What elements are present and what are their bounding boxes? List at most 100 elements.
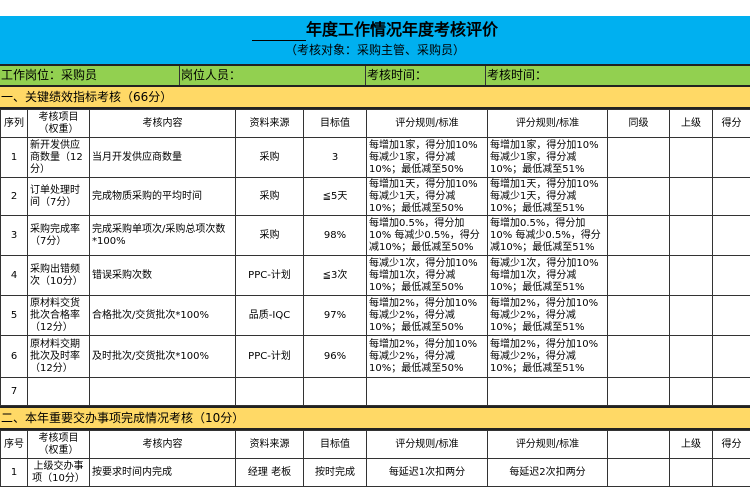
score-cell[interactable] [712, 255, 750, 296]
superior-score-cell[interactable] [669, 458, 713, 487]
cell-rule1: 每增加2%，得分加10% 每减少2%，得分减10%；最低减至50% [366, 295, 488, 336]
header-cell: 评分规则/标准 [366, 109, 488, 138]
peer-score-cell[interactable] [607, 458, 670, 487]
cell-rule2: 每增加1家，得分加10% 每减少1家，得分减10%；最低减至51% [487, 137, 608, 178]
cell-no: 6 [0, 335, 28, 378]
cell-rule1: 每增加2%，得分加10% 每减少2%，得分减10%；最低减至50% [366, 335, 488, 378]
cell-rule1: 每减少1次，得分加10% 每增加1次，得分减10%；最低减至50% [366, 255, 488, 296]
header-cell: 目标值 [303, 430, 367, 459]
score-cell[interactable] [712, 177, 750, 216]
cell-rule2: 每增加2%，得分加10% 每减少2%，得分减10%；最低减至51% [487, 295, 608, 336]
cell-content: 合格批次/交货批次*100% [89, 295, 236, 336]
table-row: 1 上级交办事项（10分） 按要求时间内完成 经理 老板 按时完成 每延迟1次扣两分 每延迟… [0, 458, 750, 487]
cell-rule2: 每减少1次，得分加10% 每增加1次，得分减10%；最低减至51% [487, 255, 608, 296]
cell-item: 原材料交货批次合格率（12分） [27, 295, 90, 336]
table-row: 2 订单处理时间（7分） 完成物质采购的平均时间 采购 ≦5天 每增加1天，得分加10% … [0, 177, 750, 216]
table-row: 6 原材料交期批次及时率（12分） 及时批次/交货批次*100% PPC-计划 96% 每… [0, 335, 750, 378]
cell-rule2 [487, 377, 608, 406]
peer-score-cell[interactable] [607, 335, 670, 378]
cell-no: 4 [0, 255, 28, 296]
section1-title: 一、关键绩效指标考核（66分） [0, 87, 750, 109]
job-position[interactable]: 工作岗位：采购员 [0, 66, 180, 85]
cell-source: 采购 [235, 215, 304, 256]
peer-score-cell[interactable] [607, 295, 670, 336]
superior-score-cell[interactable] [669, 335, 713, 378]
table-header: 序列 考核项目（权重） 考核内容 资料来源 目标值 评分规则/标准 评分规则/标准 同级 上级得… [0, 109, 750, 138]
cell-target: ≦3次 [303, 255, 367, 296]
header-cell: 得分 [712, 109, 750, 138]
kpi-table: 序列 考核项目（权重） 考核内容 资料来源 目标值 评分规则/标准 评分规则/标准 同级 上级得… [0, 109, 750, 406]
cell-source [235, 377, 304, 406]
cell-target: 3 [303, 137, 367, 178]
peer-score-cell[interactable] [607, 255, 670, 296]
score-cell[interactable] [712, 137, 750, 178]
cell-item: 订单处理时间（7分） [27, 177, 90, 216]
cell-no: 2 [0, 177, 28, 216]
score-cell[interactable] [712, 458, 750, 487]
page-title: 年度工作情况年度考核评价 [0, 16, 750, 41]
score-cell[interactable] [712, 335, 750, 378]
cell-target: 96% [303, 335, 367, 378]
score-cell[interactable] [712, 295, 750, 336]
cell-content: 当月开发供应商数量 [89, 137, 236, 178]
cell-item: 上级交办事项（10分） [27, 458, 90, 487]
year-blank[interactable] [251, 24, 306, 41]
superior-score-cell[interactable] [669, 137, 713, 178]
score-cell[interactable] [712, 377, 750, 406]
cell-no: 1 [0, 137, 28, 178]
superior-score-cell[interactable] [669, 215, 713, 256]
cell-rule1: 每增加0.5%，得分加10% 每减少0.5%，得分减10%；最低减至50% [366, 215, 488, 256]
cell-target: 按时完成 [303, 458, 367, 487]
header-cell: 序号 [0, 430, 28, 459]
superior-score-cell[interactable] [669, 295, 713, 336]
evaluation-sheet: 年度工作情况年度考核评价 （考核对象：采购主管、采购员） 工作岗位：采购员 岗位… [0, 16, 750, 487]
review-time-2[interactable]: 考核时间： [487, 68, 548, 82]
header-cell: 序列 [0, 109, 28, 138]
table-header: 序号 考核项目（权重） 考核内容 资料来源 目标值 评分规则/标准 评分规则/标准 上级 得分 [0, 430, 750, 459]
header-cell: 评分规则/标准 [366, 430, 488, 459]
cell-item: 采购完成率（7分） [27, 215, 90, 256]
header-cell: 上级 [669, 430, 713, 459]
section2-title: 二、本年重要交办事项完成情况考核（10分） [0, 406, 750, 430]
superior-score-cell[interactable] [669, 255, 713, 296]
cell-rule2: 每增加2%，得分加10% 每减少2%，得分减10%；最低减至51% [487, 335, 608, 378]
peer-score-cell[interactable] [607, 137, 670, 178]
cell-no: 7 [0, 377, 28, 406]
score-cell[interactable] [712, 215, 750, 256]
cell-source: PPC-计划 [235, 335, 304, 378]
cell-item: 原材料交期批次及时率（12分） [27, 335, 90, 378]
table-row: 4 采购出错频次（10分） 错误采购次数 PPC-计划 ≦3次 每减少1次，得分加10% … [0, 255, 750, 296]
table-row: 5 原材料交货批次合格率（12分） 合格批次/交货批次*100% 品质-IQC 97% 每… [0, 295, 750, 336]
personnel[interactable]: 岗位人员： [180, 66, 366, 85]
cell-rule2: 每增加0.5%，得分加10% 每减少0.5%，得分减10%；最低减至51% [487, 215, 608, 256]
header-cell [607, 430, 670, 459]
info-row: 工作岗位：采购员 岗位人员： 考核时间： 考核时间： [0, 66, 750, 87]
cell-source: 采购 [235, 177, 304, 216]
review-time[interactable]: 考核时间： [366, 66, 486, 85]
table-row: 1 新开发供应商数量（12分） 当月开发供应商数量 采购 3 每增加1家，得分加10% 每… [0, 137, 750, 178]
peer-score-cell[interactable] [607, 377, 670, 406]
superior-score-cell[interactable] [669, 377, 713, 406]
header-cell: 资料来源 [235, 109, 304, 138]
header-cell: 同级 [607, 109, 670, 138]
superior-score-cell[interactable] [669, 177, 713, 216]
cell-rule2: 每增加1天，得分加10% 每减少1天，得分减10%；最低减至51% [487, 177, 608, 216]
peer-score-cell[interactable] [607, 177, 670, 216]
cell-target: ≦5天 [303, 177, 367, 216]
cell-content: 错误采购次数 [89, 255, 236, 296]
cell-source: PPC-计划 [235, 255, 304, 296]
header-cell: 得分 [712, 430, 750, 459]
cell-no: 5 [0, 295, 28, 336]
cell-source: 采购 [235, 137, 304, 178]
peer-score-cell[interactable] [607, 215, 670, 256]
cell-rule1 [366, 377, 488, 406]
header-cell: 资料来源 [235, 430, 304, 459]
header-cell: 考核项目（权重） [27, 109, 90, 138]
cell-content: 完成物质采购的平均时间 [89, 177, 236, 216]
cell-content: 完成采购单项次/采购总项次数*100% [89, 215, 236, 256]
header-cell: 考核项目（权重） [27, 430, 90, 459]
cell-rule1: 每增加1天，得分加10% 每减少1天，得分减10%；最低减至50% [366, 177, 488, 216]
cell-rule1: 每延迟1次扣两分 [366, 458, 488, 487]
header-cell: 考核内容 [89, 430, 236, 459]
cell-content: 及时批次/交货批次*100% [89, 335, 236, 378]
